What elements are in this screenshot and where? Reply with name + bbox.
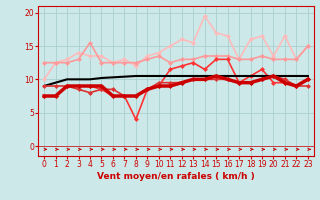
X-axis label: Vent moyen/en rafales ( km/h ): Vent moyen/en rafales ( km/h ) <box>97 172 255 181</box>
